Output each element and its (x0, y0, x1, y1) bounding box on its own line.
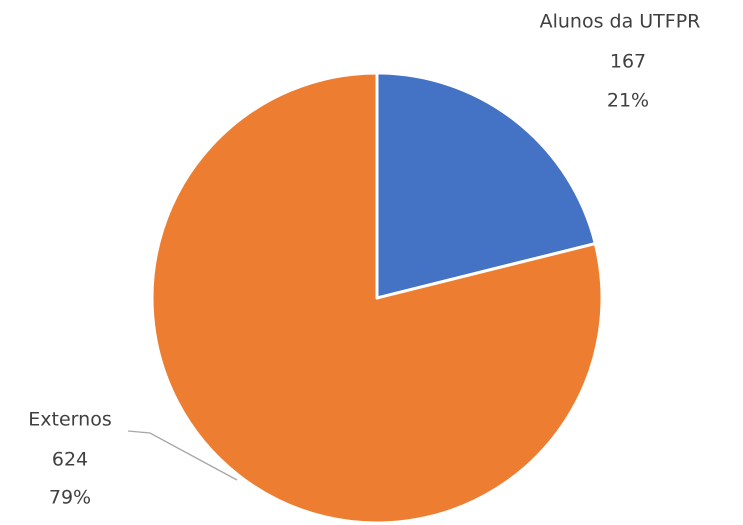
slice-value: 167 (610, 51, 646, 73)
slice-percent: 21% (607, 90, 649, 112)
slice-percent: 79% (49, 487, 91, 509)
slice-label: Externos (28, 409, 111, 431)
slice-label: Alunos da UTFPR (540, 11, 701, 33)
slice-value: 624 (52, 449, 88, 471)
pie-slice (375, 71, 597, 300)
leader-line (127, 430, 238, 481)
pie-slice (150, 71, 604, 525)
